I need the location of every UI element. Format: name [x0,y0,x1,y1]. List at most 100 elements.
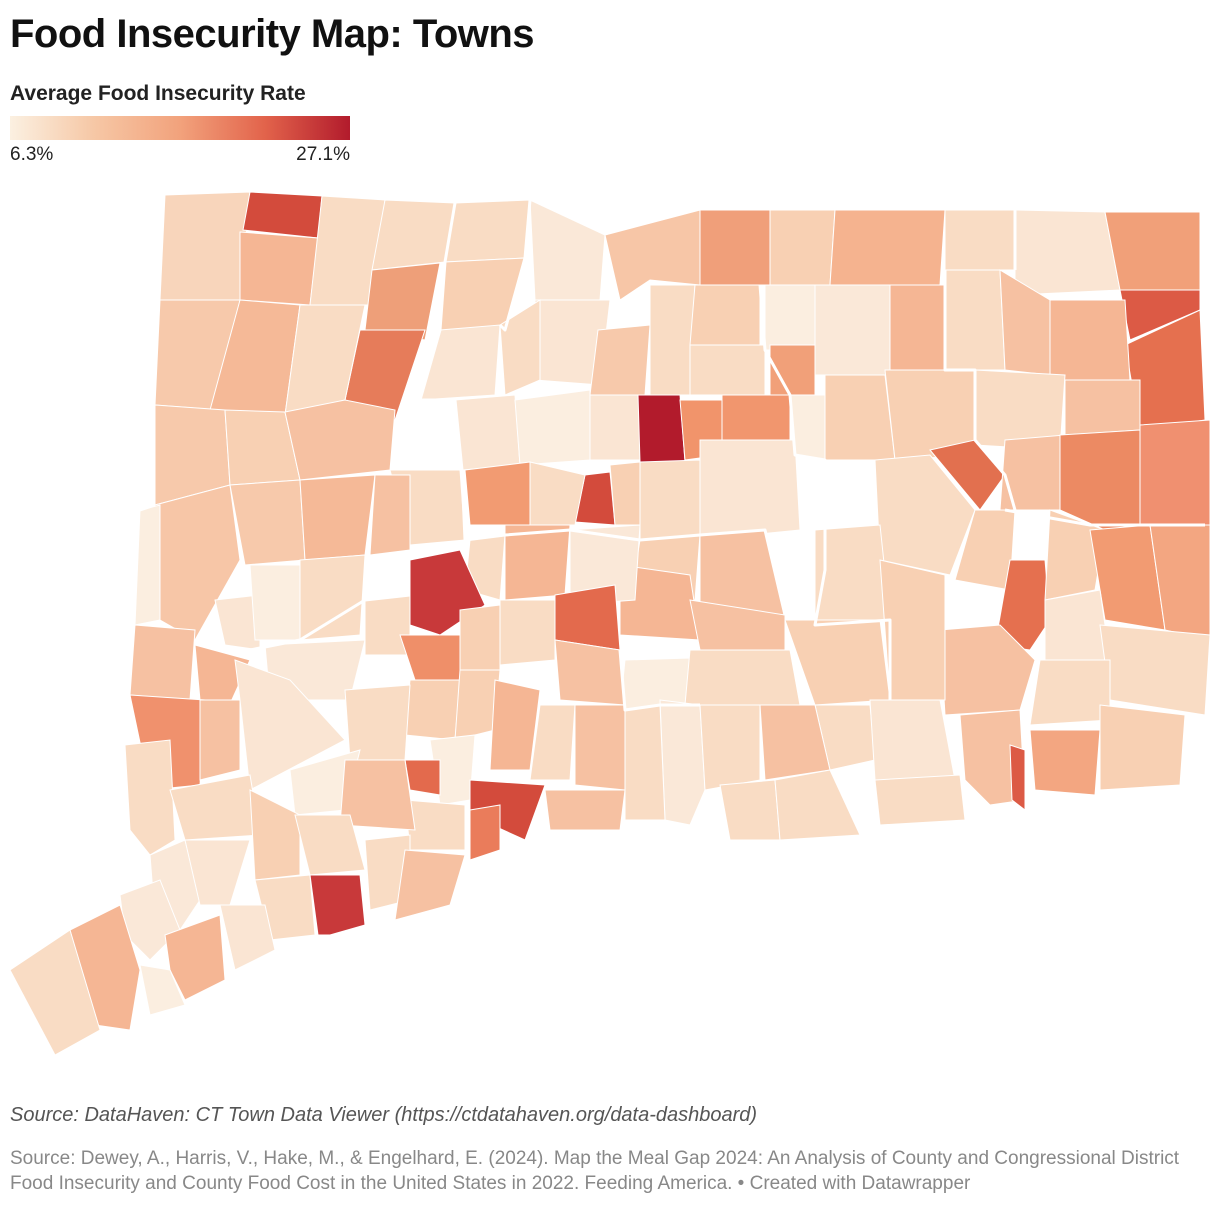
town-region[interactable] [134,504,161,626]
town-region[interactable] [249,564,301,641]
town-region[interactable] [569,524,641,606]
town-region[interactable] [1059,429,1141,531]
town-region[interactable] [249,789,301,881]
town-region[interactable] [874,774,966,826]
town-region[interactable] [544,789,626,831]
town-region[interactable] [659,699,706,826]
town-region[interactable] [1029,729,1101,796]
town-region[interactable] [944,209,1016,271]
legend-max-label: 27.1% [296,144,350,165]
town-region[interactable] [939,624,1036,716]
town-region[interactable] [344,684,411,761]
town-region[interactable] [649,284,696,396]
town-region[interactable] [769,209,836,286]
town-region[interactable] [719,779,781,841]
town-region[interactable] [684,649,801,706]
town-region[interactable] [1009,744,1026,812]
town-region[interactable] [1049,299,1131,381]
town-region[interactable] [944,269,1006,371]
town-region[interactable] [454,394,521,471]
town-region[interactable] [1139,419,1211,526]
map-title: Food Insecurity Map: Towns [10,12,535,56]
town-region[interactable] [404,799,466,851]
town-region[interactable] [529,704,576,781]
town-region[interactable] [214,594,261,651]
town-region[interactable] [824,374,896,461]
color-legend: Average Food Insecurity Rate 6.3% 27.1% [10,82,350,166]
town-region[interactable] [1064,379,1141,436]
town-region[interactable] [589,324,651,396]
town-region[interactable] [489,679,541,771]
town-region[interactable] [369,474,411,556]
legend-gradient-bar [10,116,350,140]
county-boundaries [139,199,1205,712]
town-region[interactable] [1099,704,1186,791]
town-region[interactable] [554,639,626,706]
town-region[interactable] [637,394,686,463]
town-region[interactable] [689,344,766,396]
town-region[interactable] [299,554,366,641]
town-region[interactable] [284,399,396,481]
town-region[interactable] [639,459,701,541]
town-region[interactable] [589,392,641,461]
town-region[interactable] [469,804,501,861]
town-region[interactable] [239,231,319,306]
town-region[interactable] [399,634,461,681]
town-region[interactable] [234,659,346,791]
town-region[interactable] [309,874,366,936]
town-region[interactable] [129,624,196,701]
town-region[interactable] [699,439,801,541]
town-region[interactable] [699,209,771,286]
town-region[interactable] [514,389,591,466]
town-region[interactable] [299,474,376,561]
town-region[interactable] [814,284,891,376]
town-region[interactable] [784,619,891,706]
town-region[interactable] [464,461,531,526]
town-region[interactable] [554,584,621,651]
town-region[interactable] [1099,624,1211,716]
town-region[interactable] [444,199,531,263]
town-region[interactable] [689,284,761,346]
town-region[interactable] [219,904,276,971]
legend-title: Average Food Insecurity Rate [10,82,306,105]
town-region[interactable] [9,929,101,1056]
town-region[interactable] [879,559,946,701]
town-region[interactable] [499,299,541,396]
town-region[interactable] [404,679,461,741]
town-region[interactable] [504,524,571,601]
town-region[interactable] [774,769,861,841]
town-region[interactable] [159,191,251,301]
town-region[interactable] [364,262,441,341]
town-region[interactable] [764,284,816,351]
town-region[interactable] [889,284,946,371]
town-region[interactable] [229,479,306,566]
town-region[interactable] [624,704,666,821]
town-region[interactable] [404,759,441,796]
town-region[interactable] [459,604,501,671]
town-region[interactable] [1029,659,1111,726]
town-region[interactable] [699,704,761,791]
town-region[interactable] [164,914,226,1001]
town-region[interactable] [604,209,701,301]
town-region[interactable] [574,704,626,791]
town-region[interactable] [609,461,641,526]
town-region[interactable] [294,814,366,876]
town-region[interactable] [124,739,176,856]
town-region[interactable] [1014,209,1121,296]
town-region[interactable] [869,699,956,781]
town-region[interactable] [371,199,456,271]
town-region[interactable] [199,699,241,781]
town-region[interactable] [242,191,323,239]
town-region[interactable] [339,759,416,831]
town-region[interactable] [999,434,1066,511]
town-region[interactable] [959,709,1026,806]
town-region[interactable] [394,849,466,921]
town-region[interactable] [1104,211,1201,291]
town-region[interactable] [499,599,556,666]
town-region[interactable] [829,209,946,286]
town-region[interactable] [469,779,546,841]
town-region[interactable] [139,964,186,1016]
town-region[interactable] [529,461,586,526]
town-region[interactable] [699,529,786,616]
town-region[interactable] [529,199,606,301]
